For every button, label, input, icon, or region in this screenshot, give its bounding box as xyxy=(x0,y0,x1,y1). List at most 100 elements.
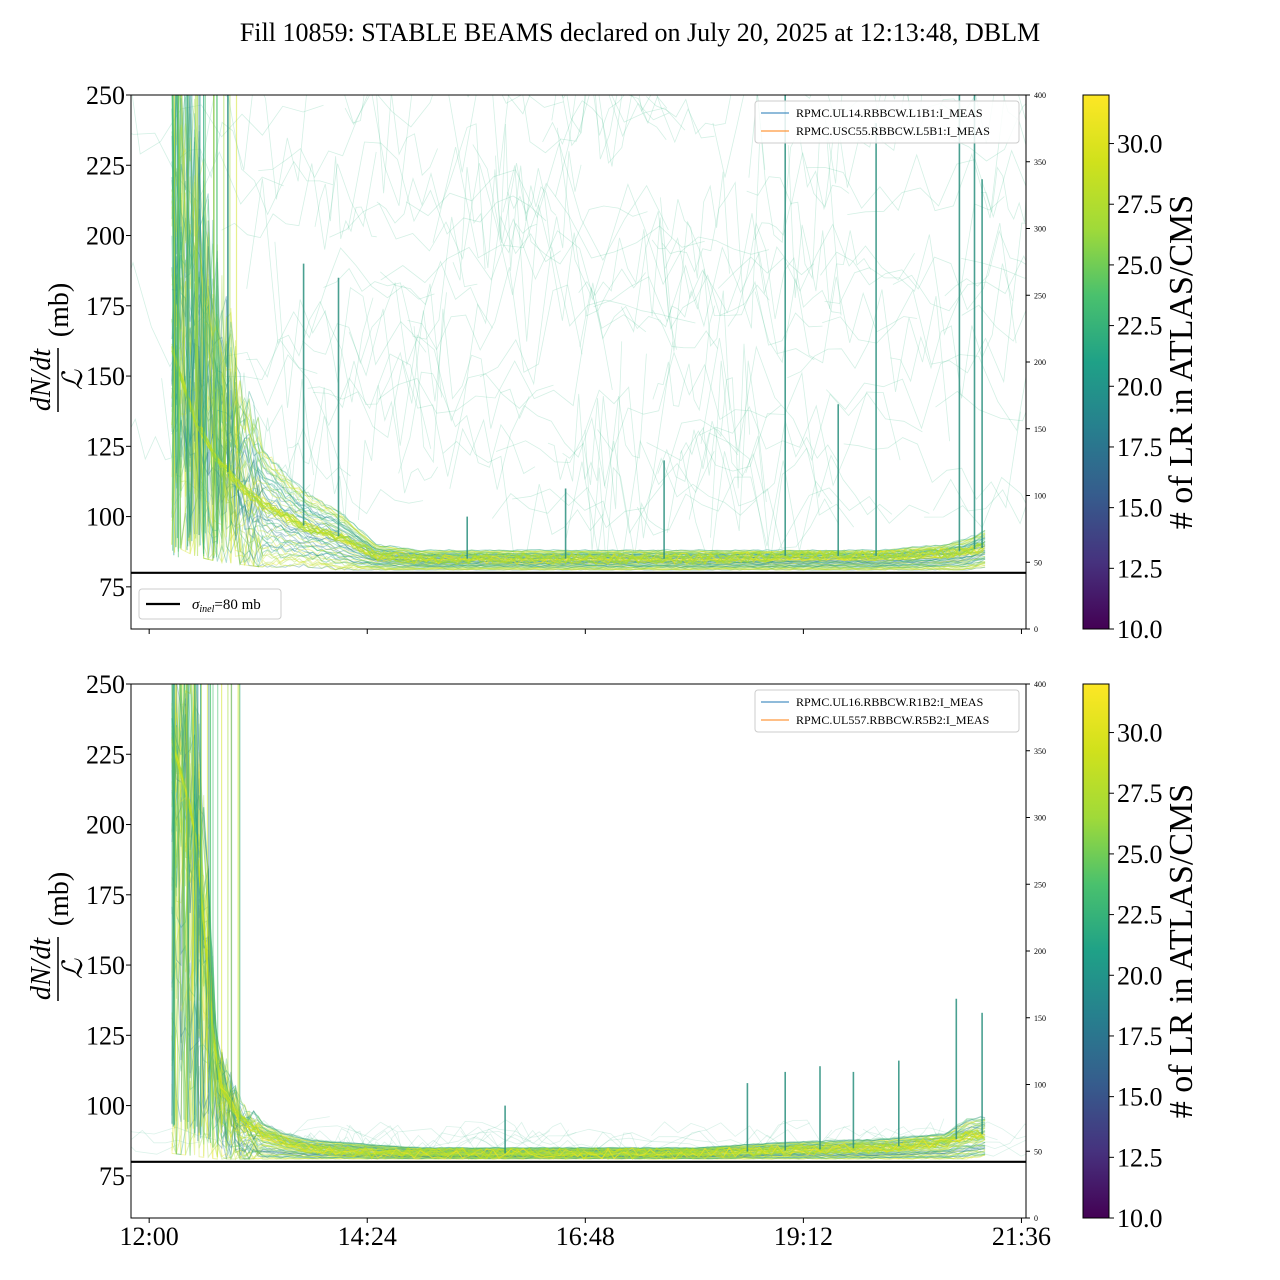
sigma-legend: σinel=80 mb xyxy=(138,588,282,620)
right-tick-label: 300 xyxy=(1034,225,1046,234)
faint-trace xyxy=(961,304,1026,342)
band-trace xyxy=(171,864,986,1161)
band-trace xyxy=(171,684,986,1155)
faint-trace xyxy=(282,1132,393,1155)
colorbar-tick-label: 10.0 xyxy=(1117,1204,1163,1233)
band-trace xyxy=(171,316,986,571)
right-tick-label: 250 xyxy=(1034,291,1046,300)
y-tick-label: 225 xyxy=(86,740,125,769)
panel-bottom: 75 100 125 150 175 200 225 250 0 50 100 150 200 250 30… xyxy=(26,670,1200,1251)
core-trace xyxy=(171,737,984,1160)
band-trace xyxy=(171,763,986,1155)
faint-trace xyxy=(542,95,652,167)
core-trace xyxy=(171,739,984,1160)
faint-trace xyxy=(862,1118,945,1140)
band-trace xyxy=(171,95,986,555)
faint-trace xyxy=(361,1125,532,1153)
faint-trace xyxy=(646,95,766,170)
right-tick-label: 0 xyxy=(1034,1214,1038,1223)
right-tick-label: 250 xyxy=(1034,880,1046,889)
faint-trace xyxy=(131,132,284,205)
faint-trace xyxy=(246,178,435,345)
core-trace xyxy=(171,742,984,1160)
colorbar xyxy=(1082,94,1110,630)
faint-trace xyxy=(407,267,583,373)
colorbar-tick-label: 17.5 xyxy=(1117,433,1163,462)
faint-trace xyxy=(717,223,915,292)
band-trace xyxy=(171,718,986,1161)
faint-trace xyxy=(344,95,438,194)
faint-trace xyxy=(380,215,561,325)
y-tick-label: 125 xyxy=(86,432,125,461)
faint-trace xyxy=(820,223,1017,344)
faint-trace xyxy=(449,427,604,556)
right-tick-label: 50 xyxy=(1034,1147,1042,1156)
band-trace xyxy=(171,131,986,554)
faint-trace xyxy=(131,418,176,461)
faint-trace xyxy=(555,95,715,197)
faint-trace xyxy=(302,282,442,398)
faint-trace xyxy=(677,1119,851,1148)
core-trace xyxy=(171,739,984,1160)
faint-trace xyxy=(688,432,930,569)
faint-trace xyxy=(710,360,839,538)
y-tick-label: 150 xyxy=(86,951,125,980)
faint-trace xyxy=(131,261,318,381)
colorbar-tick-label: 22.5 xyxy=(1117,901,1163,930)
faint-trace xyxy=(666,450,840,568)
faint-trace xyxy=(377,282,613,414)
right-tick-label: 150 xyxy=(1034,425,1046,434)
faint-trace xyxy=(491,439,715,565)
right-tick-label: 400 xyxy=(1034,680,1046,689)
faint-trace xyxy=(566,1128,833,1157)
faint-trace xyxy=(482,1121,577,1148)
x-tick-label: 21:36 xyxy=(992,1222,1051,1251)
band-trace xyxy=(171,247,986,571)
band-trace xyxy=(171,788,986,1159)
band-trace xyxy=(172,95,986,553)
faint-trace xyxy=(358,385,439,521)
band-trace xyxy=(171,95,986,571)
band-trace xyxy=(171,95,986,552)
band-trace xyxy=(171,232,986,569)
band-trace xyxy=(171,773,986,1160)
band-trace xyxy=(171,888,986,1160)
core-trace xyxy=(171,738,985,1160)
faint-trace xyxy=(502,165,646,342)
band-trace xyxy=(171,684,986,1158)
y-tick-label: 100 xyxy=(86,1092,125,1121)
y-axis-label: dN/dt ℒ (mb) xyxy=(26,872,89,1001)
legend-label: RPMC.UL16.RBBCW.R1B2:I_MEAS xyxy=(796,695,983,709)
faint-trace xyxy=(376,123,486,269)
band-trace xyxy=(171,309,986,567)
band-trace xyxy=(171,127,986,555)
band-trace xyxy=(171,95,986,562)
band-trace xyxy=(171,698,986,1154)
faint-trace xyxy=(822,222,1026,384)
band-trace xyxy=(171,684,986,1150)
faint-trace xyxy=(323,216,478,340)
faint-trace xyxy=(495,123,557,271)
band-trace xyxy=(171,684,986,1153)
band-trace xyxy=(171,894,986,1161)
faint-trace xyxy=(620,211,770,333)
right-tick-label: 350 xyxy=(1034,158,1046,167)
band-trace xyxy=(171,732,986,1153)
right-tick-label: 100 xyxy=(1034,1081,1046,1090)
colorbar-tick-label: 20.0 xyxy=(1117,372,1163,401)
y-label-numerator: dN/dt xyxy=(26,937,57,1000)
colorbar-tick-label: 10.0 xyxy=(1117,615,1163,644)
colorbar-tick-label: 25.0 xyxy=(1117,840,1163,869)
faint-trace xyxy=(961,258,1026,279)
y-tick-label: 225 xyxy=(86,151,125,180)
faint-trace xyxy=(924,476,1026,529)
band-trace xyxy=(171,281,986,570)
colorbar-tick-label: 12.5 xyxy=(1117,1143,1163,1172)
y-tick-label: 200 xyxy=(86,811,125,840)
colorbar-tick-label: 27.5 xyxy=(1117,190,1163,219)
legend-label: RPMC.UL14.RBBCW.L1B1:I_MEAS xyxy=(796,106,983,120)
band-trace xyxy=(171,95,986,556)
colorbar-tick-label: 20.0 xyxy=(1117,961,1163,990)
faint-trace xyxy=(547,341,623,510)
